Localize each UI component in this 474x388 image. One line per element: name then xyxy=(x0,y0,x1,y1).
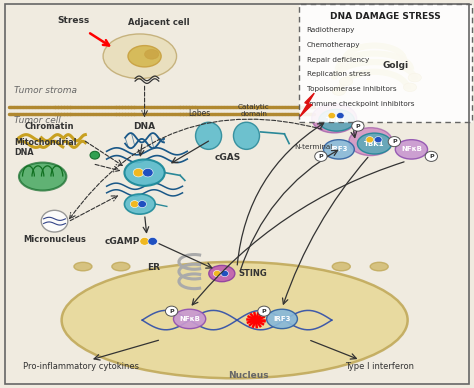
Text: N-terminal: N-terminal xyxy=(294,144,332,151)
Text: Adjacent cell: Adjacent cell xyxy=(128,18,190,27)
Ellipse shape xyxy=(403,83,417,92)
Circle shape xyxy=(138,201,146,208)
Ellipse shape xyxy=(124,159,165,186)
Ellipse shape xyxy=(323,140,354,159)
Text: Lobes: Lobes xyxy=(188,109,210,118)
Ellipse shape xyxy=(266,309,297,329)
Text: Golgi: Golgi xyxy=(383,61,409,70)
Ellipse shape xyxy=(332,87,346,95)
Text: Immune checkpoint inhibitors: Immune checkpoint inhibitors xyxy=(307,101,414,107)
Text: P: P xyxy=(169,309,174,314)
Text: Micronucleus: Micronucleus xyxy=(23,235,86,244)
Circle shape xyxy=(352,121,364,131)
Circle shape xyxy=(143,168,153,177)
Text: Tumor stroma: Tumor stroma xyxy=(14,86,77,95)
Text: cGAS: cGAS xyxy=(214,153,241,162)
Ellipse shape xyxy=(370,262,388,271)
Ellipse shape xyxy=(103,34,176,78)
Circle shape xyxy=(133,168,144,177)
Circle shape xyxy=(221,270,228,277)
Text: Pro-inflammatory cytokines: Pro-inflammatory cytokines xyxy=(23,362,138,371)
Ellipse shape xyxy=(395,140,428,159)
Text: Repair deficiency: Repair deficiency xyxy=(307,57,369,62)
Ellipse shape xyxy=(195,122,221,149)
Ellipse shape xyxy=(128,45,161,67)
Text: Mitochondrial
DNA: Mitochondrial DNA xyxy=(14,138,77,157)
Text: DNA: DNA xyxy=(134,122,155,131)
Circle shape xyxy=(366,137,374,143)
Ellipse shape xyxy=(233,122,260,149)
Text: Stress: Stress xyxy=(57,16,90,25)
Text: Type I interferon: Type I interferon xyxy=(345,362,414,371)
Text: ER: ER xyxy=(147,263,161,272)
Ellipse shape xyxy=(332,262,350,271)
Text: Replication stress: Replication stress xyxy=(307,71,370,77)
Circle shape xyxy=(213,270,221,277)
Text: TBK1: TBK1 xyxy=(326,117,347,123)
Text: P: P xyxy=(262,309,266,314)
Text: P: P xyxy=(356,124,360,128)
Text: NFκB: NFκB xyxy=(179,316,200,322)
Ellipse shape xyxy=(145,49,159,59)
Ellipse shape xyxy=(209,265,235,282)
Circle shape xyxy=(388,137,401,147)
Text: P: P xyxy=(429,154,434,159)
Circle shape xyxy=(41,210,68,232)
Circle shape xyxy=(425,151,438,161)
Polygon shape xyxy=(300,93,314,116)
FancyBboxPatch shape xyxy=(299,4,472,122)
Text: STING: STING xyxy=(238,269,267,278)
Text: Radiotherapy: Radiotherapy xyxy=(307,27,355,33)
Circle shape xyxy=(148,237,157,245)
Circle shape xyxy=(90,151,100,159)
Text: Chromatin: Chromatin xyxy=(25,122,74,131)
Ellipse shape xyxy=(112,262,130,271)
Text: Topoisomerase inhibitors: Topoisomerase inhibitors xyxy=(307,86,396,92)
Text: IRF3: IRF3 xyxy=(330,146,347,152)
Text: DNA DAMAGE STRESS: DNA DAMAGE STRESS xyxy=(330,12,440,21)
Text: Chemotherapy: Chemotherapy xyxy=(307,42,360,48)
Ellipse shape xyxy=(74,262,92,271)
Text: cGAMP: cGAMP xyxy=(104,237,140,246)
Text: NFκB: NFκB xyxy=(401,146,422,152)
Text: Nucleus: Nucleus xyxy=(228,371,269,380)
Circle shape xyxy=(374,137,382,143)
Circle shape xyxy=(140,237,149,245)
Circle shape xyxy=(165,306,178,316)
Text: Catalytic
domain: Catalytic domain xyxy=(238,104,269,117)
Ellipse shape xyxy=(19,163,66,191)
Ellipse shape xyxy=(62,262,408,378)
Circle shape xyxy=(130,201,139,208)
Circle shape xyxy=(337,113,344,119)
Ellipse shape xyxy=(311,104,356,133)
Circle shape xyxy=(258,306,270,316)
Ellipse shape xyxy=(408,73,421,82)
Circle shape xyxy=(315,151,327,161)
Ellipse shape xyxy=(357,133,392,154)
Text: IRF3: IRF3 xyxy=(273,316,291,322)
Ellipse shape xyxy=(124,194,155,214)
Ellipse shape xyxy=(319,109,354,131)
Text: Tumor cell: Tumor cell xyxy=(14,116,61,125)
Ellipse shape xyxy=(349,128,392,156)
Text: P: P xyxy=(392,139,397,144)
Circle shape xyxy=(328,113,336,119)
Ellipse shape xyxy=(173,309,206,329)
Text: P: P xyxy=(319,154,323,159)
Ellipse shape xyxy=(339,77,353,86)
Text: TBK1: TBK1 xyxy=(364,140,385,147)
